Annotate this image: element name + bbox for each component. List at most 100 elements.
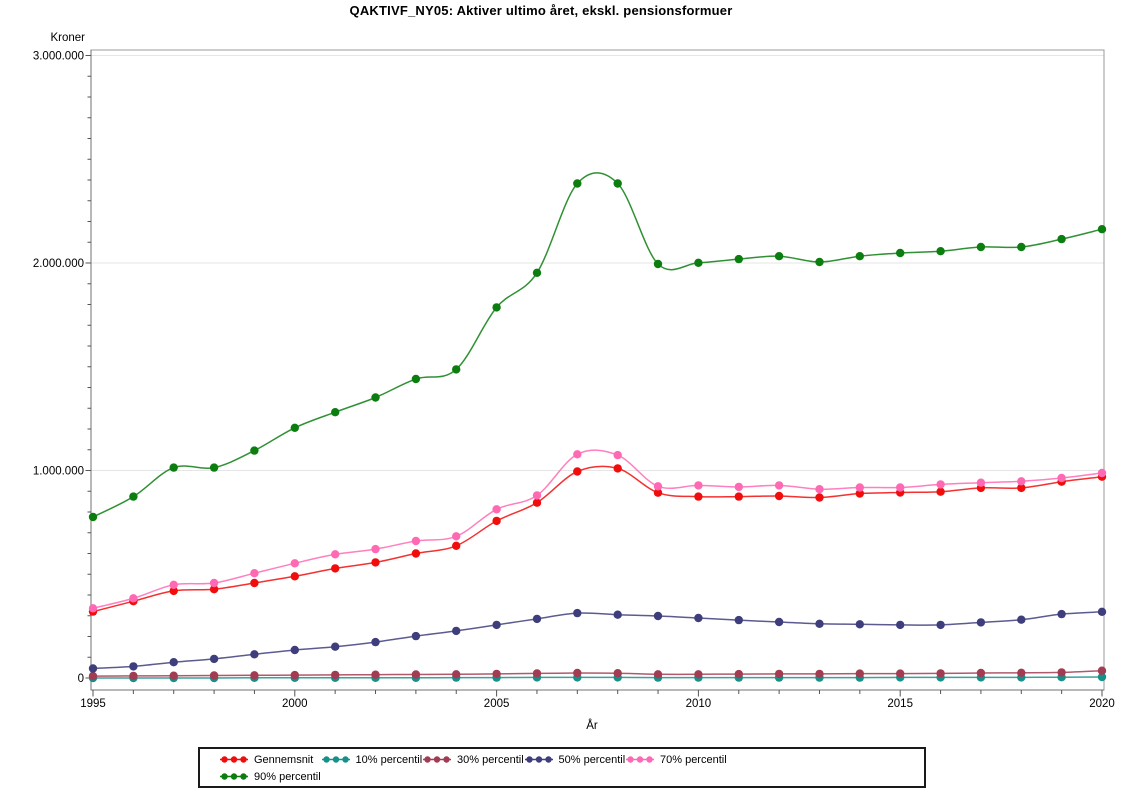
data-point-marker [855, 483, 864, 492]
data-point-marker [734, 482, 743, 492]
data-point-marker [896, 483, 905, 492]
data-point-marker [209, 654, 219, 664]
data-point-marker [88, 664, 98, 673]
data-point-marker [573, 668, 582, 678]
legend-row: 90% percentil [220, 768, 918, 785]
data-point-marker [936, 487, 945, 496]
data-point-marker [492, 516, 501, 526]
data-point-marker [573, 179, 582, 188]
data-point-marker [694, 258, 703, 267]
x-tick-label: 2020 [1089, 698, 1115, 710]
data-point-marker [250, 650, 259, 659]
line-chart-plot: 0 1.000.000 2.000.000 3.000.000 1995 2000 2005… [33, 32, 1115, 732]
data-point-marker [411, 374, 421, 384]
y-tick-label: 3.000.000 [33, 51, 84, 63]
data-point-marker [936, 247, 945, 256]
data-point-marker [452, 541, 461, 550]
data-point-marker [371, 393, 380, 402]
series-line-90-percentil [92, 172, 1103, 518]
x-tick-label: 2015 [887, 698, 913, 710]
data-point-marker [1017, 483, 1026, 493]
x-tick-label: 1995 [80, 698, 106, 710]
data-point-marker [452, 532, 461, 541]
data-point-marker [1097, 666, 1107, 675]
data-point-marker [452, 626, 461, 636]
data-point-marker [1017, 615, 1026, 624]
data-point-marker [815, 485, 824, 494]
data-point-marker [209, 671, 219, 680]
data-point-marker [411, 549, 421, 558]
data-point-marker [855, 669, 864, 678]
data-point-marker [976, 242, 986, 252]
data-point-marker [169, 671, 178, 680]
data-point-marker [371, 670, 380, 679]
data-point-marker [492, 505, 501, 514]
data-point-marker [532, 268, 542, 277]
data-point-marker [250, 578, 259, 588]
data-point-marker [169, 463, 178, 472]
data-point-marker [573, 608, 582, 618]
data-point-marker [129, 492, 138, 501]
plot-frame [90, 49, 1105, 691]
x-tick-label: 2010 [686, 698, 712, 710]
data-point-marker [613, 610, 622, 619]
data-point-marker [411, 536, 421, 546]
legend-line-marker-icon [220, 773, 248, 780]
data-point-marker [331, 642, 340, 651]
data-point-marker [1097, 468, 1107, 478]
data-point-marker [331, 564, 340, 573]
legend-label: 70% percentil [660, 753, 727, 766]
data-point-marker [492, 303, 501, 312]
legend-item: 10% percentil [321, 753, 424, 766]
data-point-marker [734, 254, 743, 264]
data-point-marker [1017, 242, 1026, 252]
chart-title: QAKTIVF_NY05: Aktiver ultimo året, ekskl… [349, 3, 733, 18]
data-point-marker [331, 670, 340, 680]
data-point-marker [129, 671, 138, 681]
data-point-marker [371, 544, 380, 554]
data-point-marker [855, 489, 864, 498]
data-point-marker [532, 498, 542, 507]
data-point-marker [936, 669, 945, 678]
data-point-marker [653, 611, 663, 621]
data-point-marker [896, 620, 905, 630]
data-point-marker [1097, 672, 1107, 682]
data-point-marker [734, 615, 743, 625]
data-point-marker [613, 450, 622, 460]
legend-item: 90% percentil [220, 771, 322, 783]
y-axis-unit-label: Kroner [50, 32, 85, 44]
data-point-marker [209, 463, 219, 472]
data-point-marker [169, 580, 178, 589]
data-point-marker [129, 662, 138, 671]
data-point-marker [653, 482, 663, 491]
data-point-marker [1017, 477, 1026, 486]
legend-item: 70% percentil [626, 754, 728, 766]
data-point-marker [290, 423, 299, 432]
data-point-marker [331, 408, 340, 417]
legend-label: 10% percentil [355, 753, 423, 766]
data-point-marker [492, 669, 501, 679]
data-point-marker [290, 559, 299, 568]
data-point-marker [936, 620, 945, 630]
data-point-marker [815, 257, 824, 267]
legend-label: 50% percentil [558, 753, 626, 766]
legend-label: 30% percentil [457, 753, 524, 766]
data-point-marker [532, 614, 542, 624]
legend-label: 90% percentil [254, 770, 321, 783]
data-point-marker [1097, 607, 1107, 616]
data-point-marker [209, 578, 219, 588]
data-point-marker [129, 594, 138, 603]
series-line-10-percentil [93, 676, 1103, 679]
data-point-marker [371, 558, 380, 567]
data-point-marker [694, 481, 703, 490]
legend-row: Gennemsnit 10% percentil 30% percentil 50% … [220, 751, 918, 768]
data-point-marker [774, 669, 784, 679]
legend-label: Gennemsnit [254, 753, 314, 766]
data-point-marker [250, 671, 259, 680]
x-tick-label: 2000 [282, 698, 308, 710]
data-point-marker [896, 248, 905, 258]
data-point-marker [774, 481, 784, 490]
data-point-marker [169, 658, 178, 667]
legend-line-marker-icon [626, 756, 654, 763]
data-point-marker [169, 586, 178, 596]
